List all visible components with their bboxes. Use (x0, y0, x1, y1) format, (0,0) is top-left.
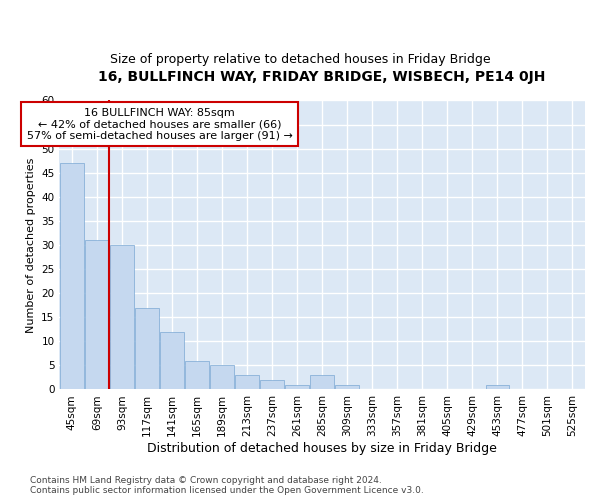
Text: Contains HM Land Registry data © Crown copyright and database right 2024.
Contai: Contains HM Land Registry data © Crown c… (30, 476, 424, 495)
Bar (110, 245, 134, 390)
Bar (60, 163, 84, 390)
X-axis label: Distribution of detached houses by size in Friday Bridge: Distribution of detached houses by size … (147, 442, 497, 455)
Bar (310, 375, 334, 390)
Bar (160, 332, 184, 390)
Bar (185, 360, 209, 390)
Bar (235, 375, 259, 390)
Bar (335, 384, 359, 390)
Bar (260, 380, 284, 390)
Bar (135, 308, 159, 390)
Bar (210, 366, 234, 390)
Bar (485, 384, 509, 390)
Y-axis label: Number of detached properties: Number of detached properties (26, 158, 35, 332)
Bar (285, 384, 309, 390)
Bar (85, 240, 109, 390)
Text: 16 BULLFINCH WAY: 85sqm
← 42% of detached houses are smaller (66)
57% of semi-de: 16 BULLFINCH WAY: 85sqm ← 42% of detache… (26, 108, 292, 141)
Title: 16, BULLFINCH WAY, FRIDAY BRIDGE, WISBECH, PE14 0JH: 16, BULLFINCH WAY, FRIDAY BRIDGE, WISBEC… (98, 70, 546, 84)
Text: Size of property relative to detached houses in Friday Bridge: Size of property relative to detached ho… (110, 52, 490, 66)
